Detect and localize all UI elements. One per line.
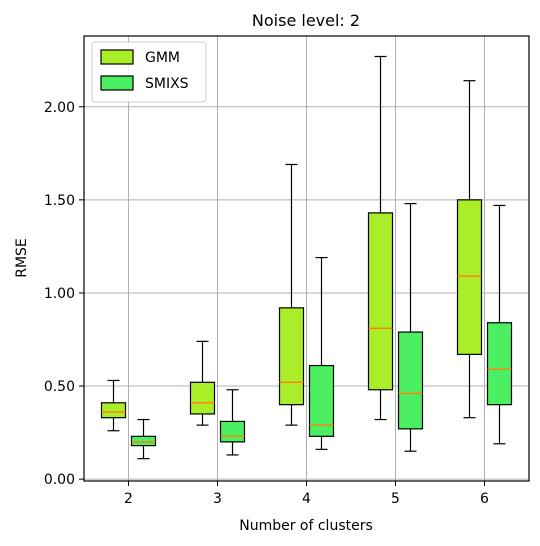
x-tick-label: 2 <box>124 491 133 507</box>
y-tick-label: 1.00 <box>44 286 75 302</box>
grid-lines <box>84 36 529 481</box>
box-gmm-2 <box>100 379 127 432</box>
y-axis-ticks: 0.00 0.50 1.00 1.50 2.00 <box>44 100 84 488</box>
box-smixs-6 <box>486 204 513 445</box>
y-axis-label: RMSE <box>14 238 30 278</box>
box-body <box>278 307 305 406</box>
box-smixs-2 <box>130 418 157 460</box>
x-tick-label: 4 <box>302 491 311 507</box>
box-series <box>100 55 513 460</box>
x-tick-label: 6 <box>480 491 489 507</box>
box-smixs-4 <box>308 256 335 450</box>
x-axis-ticks: 2 3 4 5 6 <box>124 481 489 507</box>
x-tick-label: 5 <box>391 491 400 507</box>
legend: GMM SMIXS <box>91 41 207 103</box>
box-body <box>456 199 483 355</box>
legend-swatch-smixs <box>100 75 134 91</box>
box-body <box>100 402 127 419</box>
box-body <box>219 420 246 443</box>
box-smixs-5 <box>397 202 424 452</box>
box-smixs-3 <box>219 389 246 456</box>
chart-title: Noise level: 2 <box>252 11 360 30</box>
box-body <box>397 331 424 430</box>
box-gmm-3 <box>189 340 216 426</box>
box-gmm-6 <box>456 80 483 419</box>
box-body <box>130 435 157 447</box>
box-gmm-5 <box>367 55 394 421</box>
box-body <box>486 322 513 406</box>
legend-label-smixs: SMIXS <box>145 76 189 92</box>
y-tick-label: 0.50 <box>44 379 75 395</box>
x-axis-label: Number of clusters <box>239 518 373 534</box>
box-body <box>189 381 216 415</box>
box-body <box>367 212 394 391</box>
x-tick-label: 3 <box>213 491 222 507</box>
y-tick-label: 1.50 <box>44 193 75 209</box>
y-tick-label: 2.00 <box>44 100 75 116</box>
legend-label-gmm: GMM <box>145 50 180 66</box>
box-gmm-4 <box>278 163 305 426</box>
y-tick-label: 0.00 <box>44 472 75 488</box>
legend-swatch-gmm <box>100 49 134 65</box>
